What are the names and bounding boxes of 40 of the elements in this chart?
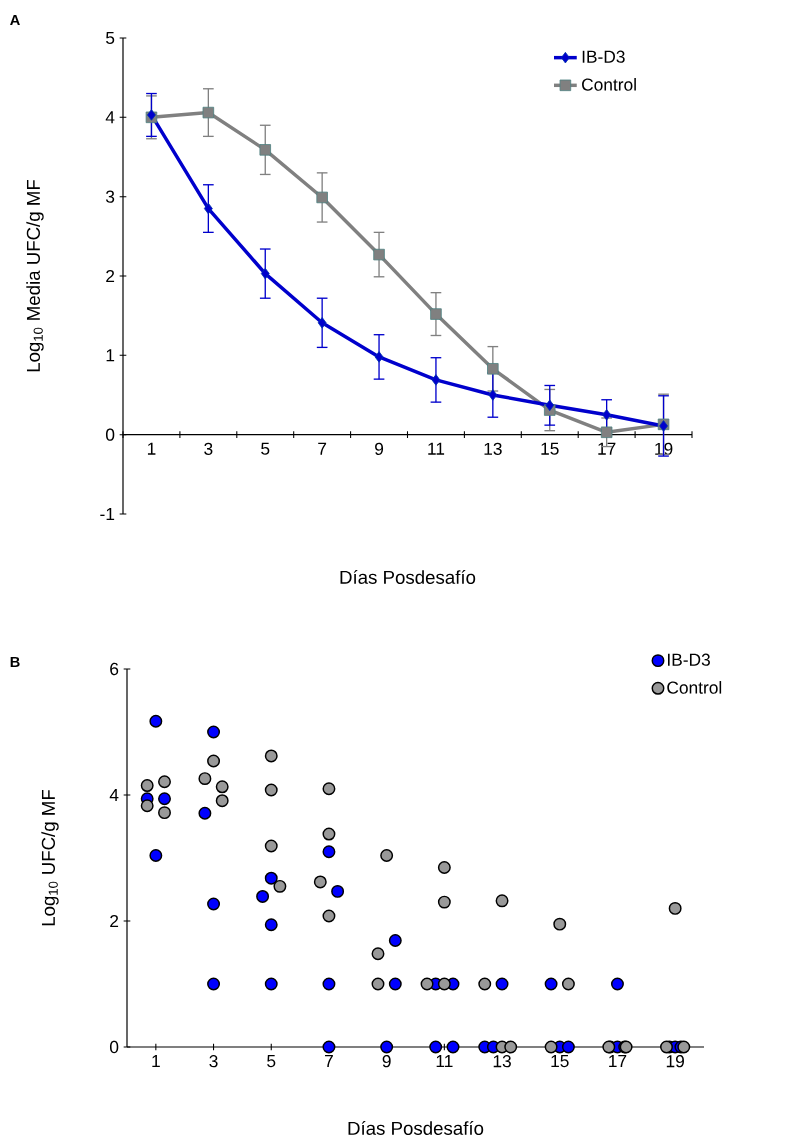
x-tick-label: 1 bbox=[147, 442, 156, 455]
y-tick-label: 2 bbox=[110, 914, 119, 928]
text: A bbox=[10, 14, 20, 26]
x-tick-label: 13 bbox=[493, 1055, 511, 1068]
x-tick-label: 17 bbox=[609, 1055, 627, 1067]
y-tick-label: 6 bbox=[110, 662, 119, 676]
y-tick-label: 4 bbox=[105, 111, 115, 124]
x-axis-title: Días Posdesafío bbox=[348, 1121, 484, 1135]
x-tick-label: 15 bbox=[541, 442, 559, 455]
x-tick-label: 5 bbox=[267, 1055, 276, 1068]
y-tick-label: -1 bbox=[100, 508, 115, 520]
x-tick-label: 9 bbox=[375, 442, 384, 455]
x-tick-label: 11 bbox=[436, 1055, 453, 1067]
y-tick-label: 0 bbox=[109, 1040, 119, 1054]
x-tick-label: 1 bbox=[152, 1055, 160, 1067]
x-tick-label: 11 bbox=[428, 442, 445, 455]
x-tick-label: 15 bbox=[551, 1055, 569, 1068]
x-tick-label: 3 bbox=[209, 1055, 218, 1068]
y-axis-title: Log$_{10}$ Media UFC/g MF bbox=[26, 179, 44, 372]
x-tick-label: 19 bbox=[666, 1055, 684, 1068]
x-tick-label: 3 bbox=[204, 442, 213, 455]
y-tick-label: 3 bbox=[105, 190, 115, 203]
y-tick-label: 2 bbox=[106, 269, 115, 283]
y-tick-label: 5 bbox=[106, 31, 115, 45]
y-tick-label: 0 bbox=[105, 428, 115, 441]
legend-label: Control bbox=[667, 681, 722, 694]
x-tick-label: 13 bbox=[484, 442, 502, 455]
legend-label: IB-D3 bbox=[582, 50, 625, 63]
x-axis-title: Días Posdesafío bbox=[340, 570, 476, 584]
y-tick-label: 1 bbox=[106, 349, 115, 362]
legend-label: Control bbox=[582, 78, 636, 91]
x-tick-label: 9 bbox=[382, 1055, 391, 1068]
text: B bbox=[10, 656, 20, 668]
legend-label: IB-D3 bbox=[668, 653, 710, 666]
x-tick-label: 7 bbox=[318, 442, 327, 455]
x-tick-label: 7 bbox=[325, 1055, 333, 1067]
x-tick-label: 17 bbox=[598, 442, 616, 455]
y-axis-title: Log$_{10}$ UFC/g MF bbox=[41, 789, 59, 926]
y-tick-label: 4 bbox=[109, 789, 119, 801]
x-tick-label: 5 bbox=[261, 442, 270, 455]
